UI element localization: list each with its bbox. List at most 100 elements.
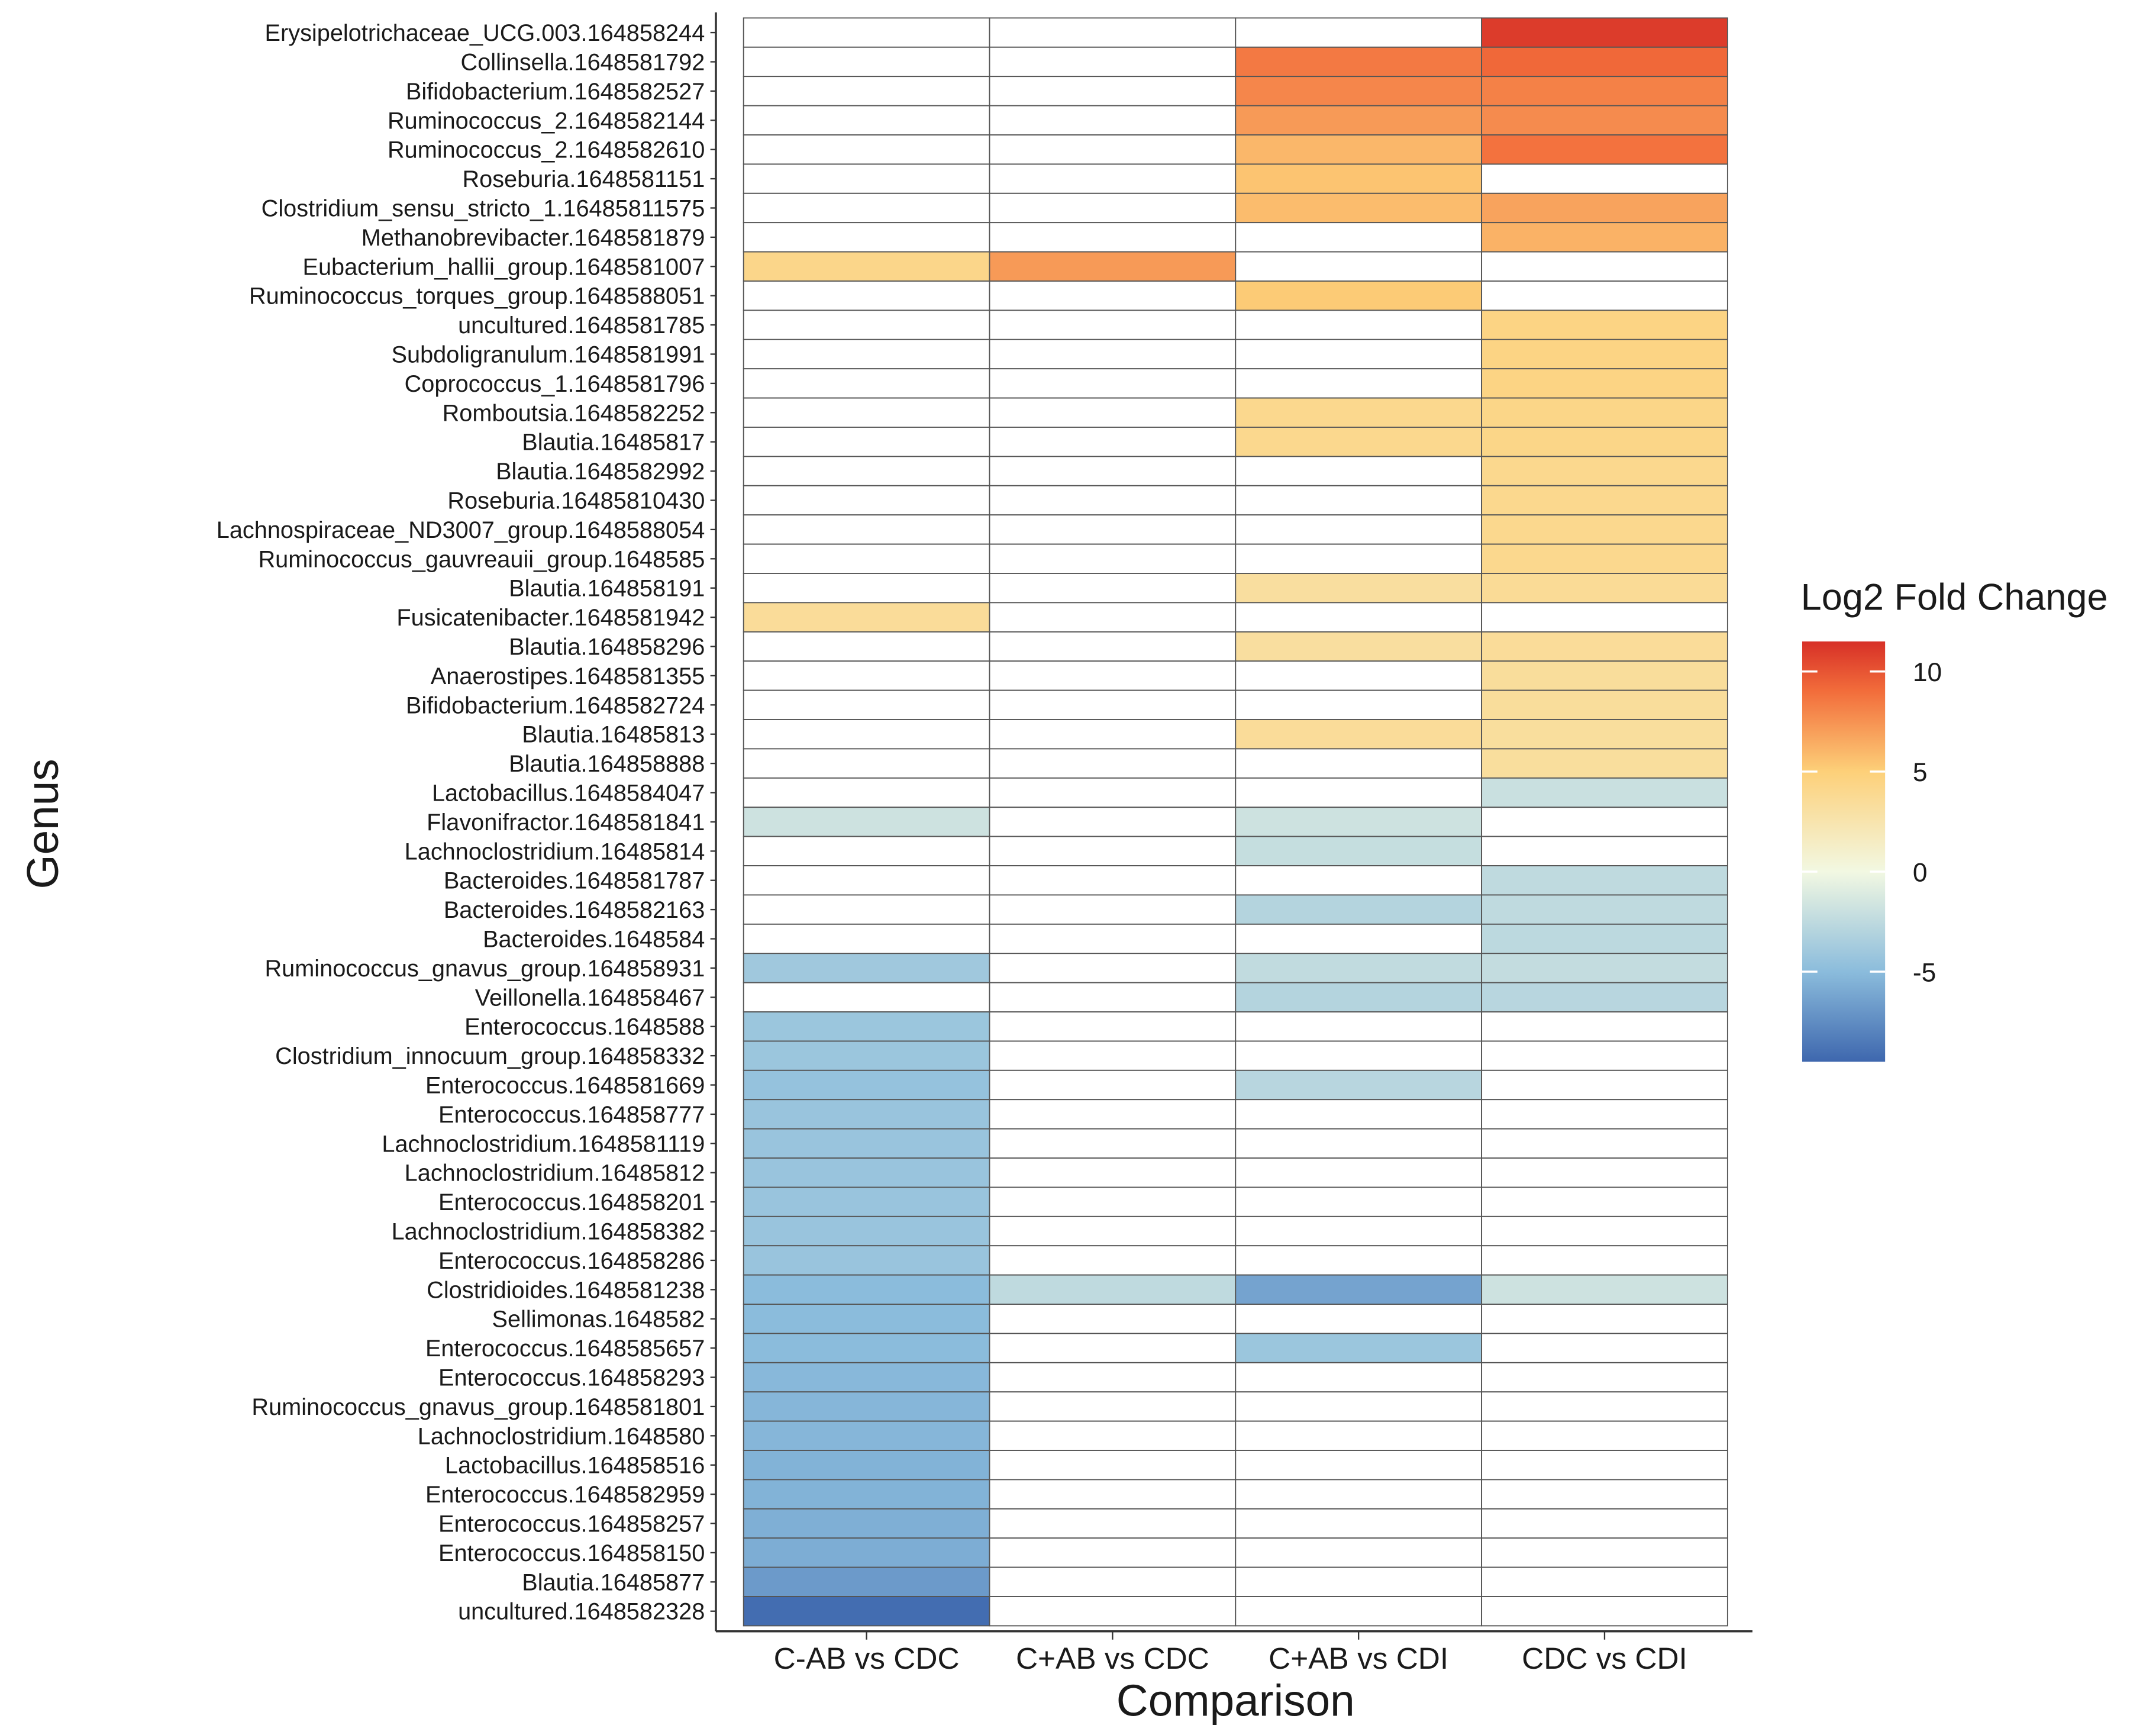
heatmap-cell [989,1450,1237,1481]
heatmap-cell [989,485,1237,516]
heatmap-cell [1235,1186,1483,1217]
heatmap-cell [1235,1040,1483,1071]
heatmap-cell [743,338,990,370]
heatmap-cell [1481,368,1728,399]
heatmap-cell [1235,1099,1483,1130]
heatmap-cell [743,923,990,954]
heatmap-cell [743,894,990,925]
heatmap-cell [1235,1128,1483,1159]
row-labels: Erysipelotrichaceae_UCG.003.164858244 Col… [217,20,705,1625]
heatmap-cell [1481,1099,1728,1130]
y-tick-label: Blautia.164858191 [509,576,705,602]
y-tick-label: Enterococcus.1648582959 [425,1482,705,1508]
heatmap-cell [743,1333,990,1363]
x-tick-label: C+AB vs CDC [1016,1641,1209,1675]
heatmap-cell [1235,894,1483,925]
heatmap-cell [1481,865,1728,896]
heatmap-cell [989,46,1237,78]
y-tick-label: Flavonifractor.1648581841 [427,810,705,836]
heatmap-cell [1235,397,1483,428]
heatmap-cell [989,1011,1237,1042]
legend-tick-label: 10 [1913,658,1942,687]
heatmap-cell [1481,338,1728,370]
y-tick-label: Lachnoclostridium.16485812 [405,1160,705,1186]
heatmap-cell [989,163,1237,194]
x-tick-label: CDC vs CDI [1522,1641,1687,1675]
heatmap-cell [989,397,1237,428]
y-tick-label: Romboutsia.1648582252 [443,400,705,426]
y-tick-label: Blautia.1648582992 [496,459,705,485]
heatmap-cell [743,1011,990,1042]
heatmap-cell [989,1186,1237,1217]
heatmap-cell [1481,543,1728,574]
y-tick-label: Ruminococcus_2.1648582144 [388,108,705,134]
heatmap-cell [1235,807,1483,837]
heatmap-cell [743,1215,990,1247]
heatmap-cell [743,689,990,720]
y-tick-label: Lachnoclostridium.164858382 [392,1219,705,1245]
heatmap-cell [1235,514,1483,545]
heatmap-cell [989,982,1237,1012]
heatmap-cells [743,17,1728,1627]
y-tick-label: Blautia.16485877 [522,1569,705,1595]
heatmap-cell [1235,338,1483,370]
y-tick-label: Ruminococcus_2.1648582610 [388,137,705,163]
y-tick-label: Fusicatenibacter.1648581942 [396,605,705,631]
legend-tick-label: 0 [1913,858,1928,887]
heatmap-cell [989,836,1237,866]
heatmap-cell [1481,1596,1728,1627]
heatmap-cell [1481,777,1728,808]
heatmap-cell [743,46,990,78]
heatmap-cell [743,192,990,224]
heatmap-cell [1481,573,1728,604]
y-tick-label: Enterococcus.164858150 [438,1540,705,1566]
heatmap-cell [1481,514,1728,545]
heatmap-cell [989,456,1237,486]
y-tick-label: Ruminococcus_gnavus_group.164858931 [264,956,705,982]
heatmap-cell [1235,1069,1483,1101]
heatmap-cell [1481,836,1728,866]
y-tick-label: Lactobacillus.1648584047 [432,781,705,807]
y-tick-label: Clostridioides.1648581238 [427,1277,705,1303]
heatmap-cell [743,631,990,662]
heatmap-cell [1481,192,1728,224]
heatmap-cell [1481,1245,1728,1276]
heatmap-cell [1235,1245,1483,1276]
y-tick-label: Bacteroides.1648582163 [444,897,705,923]
heatmap-cell [743,485,990,516]
heatmap-cell [989,1537,1237,1568]
heatmap-cell [743,280,990,311]
y-tick-label: Enterococcus.1648588 [464,1014,705,1040]
y-tick-label: Lachnoclostridium.1648581119 [382,1131,705,1157]
heatmap-cell [1481,719,1728,750]
heatmap-cell [989,134,1237,165]
color-legend: Log2 Fold Change 10 5 0 -5 [1801,576,2108,1062]
legend-title: Log2 Fold Change [1801,576,2108,618]
y-tick-label: Bacteroides.1648581787 [444,868,705,894]
heatmap-cell [743,1362,990,1393]
heatmap-cell [989,573,1237,604]
heatmap-cell [743,105,990,136]
heatmap-cell [1235,76,1483,107]
heatmap-cell [989,222,1237,253]
heatmap-cell [1481,631,1728,662]
heatmap-cell [989,1304,1237,1334]
heatmap-cell [1235,1450,1483,1481]
heatmap-cell [1235,719,1483,750]
heatmap-cell [989,1274,1237,1305]
heatmap-cell [1235,602,1483,633]
heatmap-cell [743,719,990,750]
y-tick-label: Bacteroides.1648584 [483,927,705,953]
heatmap-cell [1235,1391,1483,1422]
heatmap-cell [1235,46,1483,78]
heatmap-cell [989,76,1237,107]
x-axis-title: Comparison [1116,1675,1355,1725]
heatmap-cell [1481,1566,1728,1597]
heatmap-cell [989,1245,1237,1276]
y-tick-label: Anaerostipes.1648581355 [431,663,705,689]
heatmap-cell [1235,280,1483,311]
heatmap-cell [1481,1304,1728,1334]
heatmap-cell [1481,1362,1728,1393]
heatmap-cell [1481,1040,1728,1071]
heatmap-cell [989,1040,1237,1071]
